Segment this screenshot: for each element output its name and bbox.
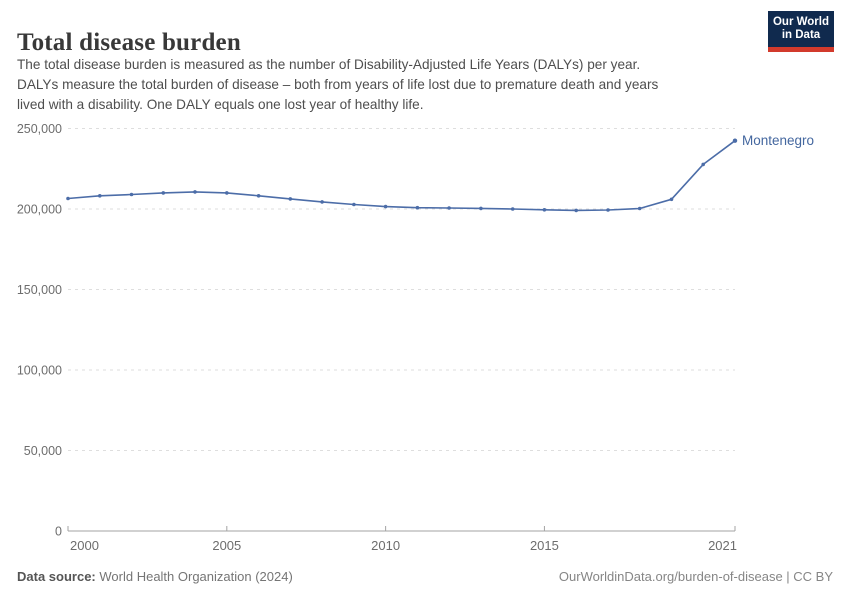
data-point-2002[interactable] [129, 192, 134, 197]
owid-logo-line2: in Data [781, 29, 821, 41]
data-point-2000[interactable] [66, 196, 70, 201]
series-line-montenegro[interactable] [67, 139, 736, 212]
data-point-2016[interactable] [574, 208, 578, 213]
entity-label[interactable]: Montenegro [742, 133, 814, 148]
data-point-2018[interactable] [637, 206, 642, 211]
data-point-2001[interactable] [98, 194, 102, 198]
y-tick-label: 200,000 [17, 202, 62, 216]
data-point-2010[interactable] [383, 204, 388, 209]
x-tick-label: 2021 [708, 538, 737, 553]
chart-footer: Data source: World Health Organization (… [17, 569, 833, 584]
data-point-2009[interactable] [352, 202, 356, 207]
x-tick-label: 2000 [70, 538, 99, 553]
data-source: Data source: World Health Organization (… [17, 569, 293, 584]
y-tick-label: 0 [55, 524, 62, 538]
data-point-2019[interactable] [669, 197, 674, 202]
x-tick-label: 2005 [212, 538, 241, 553]
data-point-2003[interactable] [161, 191, 166, 195]
subtitle-line: The total disease burden is measured as … [17, 57, 641, 72]
data-point-2013[interactable] [479, 206, 483, 211]
data-point-2007[interactable] [288, 197, 293, 201]
x-tick-label: 2015 [530, 538, 559, 553]
y-tick-label: 150,000 [17, 283, 62, 297]
data-point-2017[interactable] [606, 208, 610, 212]
data-source-label: Data source: [17, 569, 96, 584]
y-tick-label: 50,000 [24, 444, 62, 458]
owid-logo-line1: Our World [772, 16, 829, 28]
page-title: Total disease burden [17, 28, 241, 56]
data-point-2015[interactable] [542, 208, 547, 212]
data-point-2006[interactable] [256, 194, 261, 198]
data-point-2012[interactable] [447, 206, 451, 210]
data-point-2021[interactable] [732, 138, 738, 143]
attribution-link[interactable]: OurWorldinData.org/burden-of-disease | C… [558, 569, 833, 584]
y-tick-label: 100,000 [17, 363, 62, 377]
x-tick-label: 2010 [371, 538, 400, 553]
data-point-2020[interactable] [701, 162, 705, 167]
data-source-value: World Health Organization (2024) [99, 569, 293, 584]
subtitle-line: lived with a disability. One DALY equals… [17, 97, 424, 112]
data-point-2008[interactable] [320, 200, 324, 204]
owid-logo-box: Our World in Data [768, 11, 834, 47]
data-point-2004[interactable] [193, 190, 197, 194]
owid-logo[interactable]: Our World in Data [768, 11, 834, 52]
data-point-2011[interactable] [415, 205, 420, 210]
data-point-2014[interactable] [510, 207, 515, 211]
subtitle-line: DALYs measure the total burden of diseas… [17, 77, 659, 92]
data-point-2005[interactable] [225, 191, 229, 195]
y-tick-label: 250,000 [17, 122, 62, 136]
owid-logo-red-bar [768, 47, 834, 52]
chart-subtitle: The total disease burden is measured as … [17, 55, 658, 115]
